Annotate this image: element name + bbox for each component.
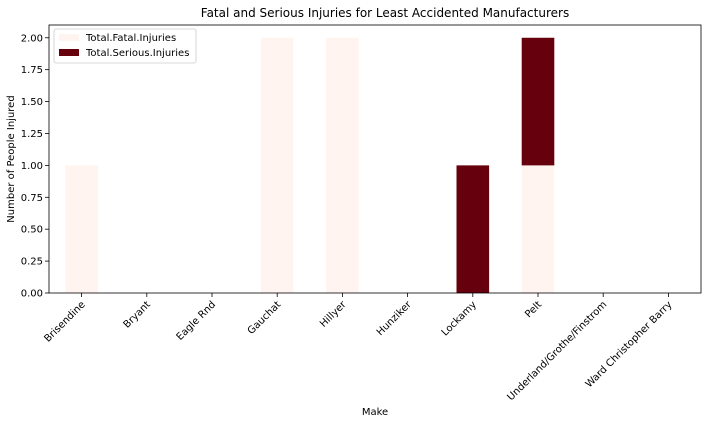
x-tick-label: Hunziker <box>375 299 414 338</box>
x-tick-label: Bryant <box>122 299 153 330</box>
x-tick-label: Pelt <box>523 299 544 320</box>
legend-label-fatal: Total.Fatal.Injuries <box>85 33 176 44</box>
chart-title: Fatal and Serious Injuries for Least Acc… <box>201 6 569 20</box>
bar-serious-lockamy <box>456 165 490 293</box>
y-tick-label: 0.75 <box>21 193 43 204</box>
y-tick-label: 0.50 <box>21 225 43 236</box>
legend-swatch-serious <box>59 49 79 56</box>
bar-serious-pelt <box>521 37 555 166</box>
y-tick-label: 1.75 <box>21 65 43 76</box>
x-axis: Brisendine Bryant Eagle Rnd Gauchat Hillyer H… <box>42 293 675 403</box>
x-tick-label: Brisendine <box>42 299 87 344</box>
legend-swatch-fatal <box>59 34 79 41</box>
plot-frame <box>48 24 702 294</box>
bar-fatal-hillyer <box>326 37 359 294</box>
x-tick-label: Gauchat <box>246 299 284 337</box>
x-tick-label: Eagle Rnd <box>175 299 219 343</box>
bars-layer <box>65 37 555 294</box>
x-tick-label: Lockamy <box>440 299 479 338</box>
y-tick-label: 2.00 <box>21 33 43 44</box>
bar-fatal-gauchat <box>260 37 294 294</box>
y-tick-label: 1.50 <box>21 97 43 108</box>
legend: Total.Fatal.Injuries Total.Serious.Injuri… <box>53 28 197 64</box>
y-tick-label: 1.25 <box>21 129 43 140</box>
x-axis-label: Make <box>362 407 388 418</box>
legend-label-serious: Total.Serious.Injuries <box>85 48 189 59</box>
y-axis: 0.00 0.25 0.50 0.75 1.00 1.25 1.50 1.75 2.00 <box>21 33 49 300</box>
bar-fatal-brisendine <box>65 165 98 293</box>
x-tick-label: Hillyer <box>318 299 349 330</box>
bar-fatal-pelt <box>521 165 555 293</box>
y-tick-label: 0.00 <box>21 289 43 300</box>
y-tick-label: 1.00 <box>21 161 43 172</box>
legend-box <box>53 28 197 64</box>
y-tick-label: 0.25 <box>21 257 43 268</box>
y-axis-label: Number of People Injured <box>6 95 17 222</box>
